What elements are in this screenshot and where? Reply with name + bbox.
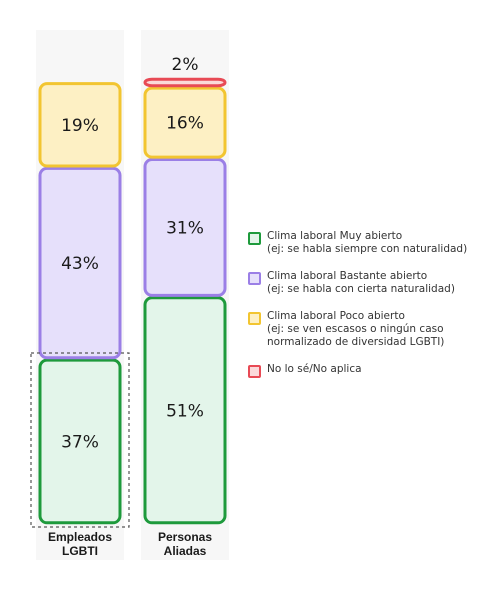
legend-label: Clima laboral Bastante abierto [267,270,428,282]
legend-swatch-muy-abierto [248,232,261,245]
x-tick-label: LGBTI [62,544,98,558]
x-tick-label: Personas [158,530,212,544]
highlight-dashed-outline [30,352,130,528]
bar-segment-muy-abierto [38,358,122,525]
legend-sublabel: (ej: se ven escasos o ningún caso normal… [267,323,445,348]
bar-segment-bastante-abierto [38,166,122,360]
legend-item-muy-abierto: Clima laboral Muy abierto (ej: se habla … [248,230,498,256]
data-label: 37% [61,432,99,452]
legend-item-no-lo-se: No lo sé/No aplica [248,363,498,378]
legend-label: No lo sé/No aplica [267,363,362,375]
legend: Clima laboral Muy abierto (ej: se habla … [248,230,498,392]
data-label: 19% [61,116,99,136]
legend-item-poco-abierto: Clima laboral Poco abierto (ej: se ven e… [248,310,498,349]
legend-item-bastante-abierto: Clima laboral Bastante abierto (ej: se h… [248,270,498,296]
data-label: 2% [172,55,199,75]
data-label: 43% [61,254,99,274]
data-label: 31% [166,218,204,238]
x-tick-label: Empleados [48,530,112,544]
data-label: 16% [166,114,204,134]
bar-segment-muy-abierto [143,296,227,525]
data-label: 51% [166,401,204,421]
legend-sublabel: (ej: se habla siempre con naturalidad) [267,243,468,255]
bar-segment-poco-abierto [38,82,122,168]
bar-segment-poco-abierto [143,86,227,159]
legend-label: Clima laboral Muy abierto [267,230,403,242]
legend-sublabel: (ej: se habla con cierta naturalidad) [267,283,455,295]
legend-label: Clima laboral Poco abierto [267,310,405,322]
bar-segment-bastante-abierto [143,157,227,297]
legend-swatch-bastante-abierto [248,272,261,285]
legend-swatch-no-lo-se [248,365,261,378]
bar-segment-no-lo-se [143,77,227,88]
legend-swatch-poco-abierto [248,312,261,325]
x-tick-label: Aliadas [164,544,207,558]
